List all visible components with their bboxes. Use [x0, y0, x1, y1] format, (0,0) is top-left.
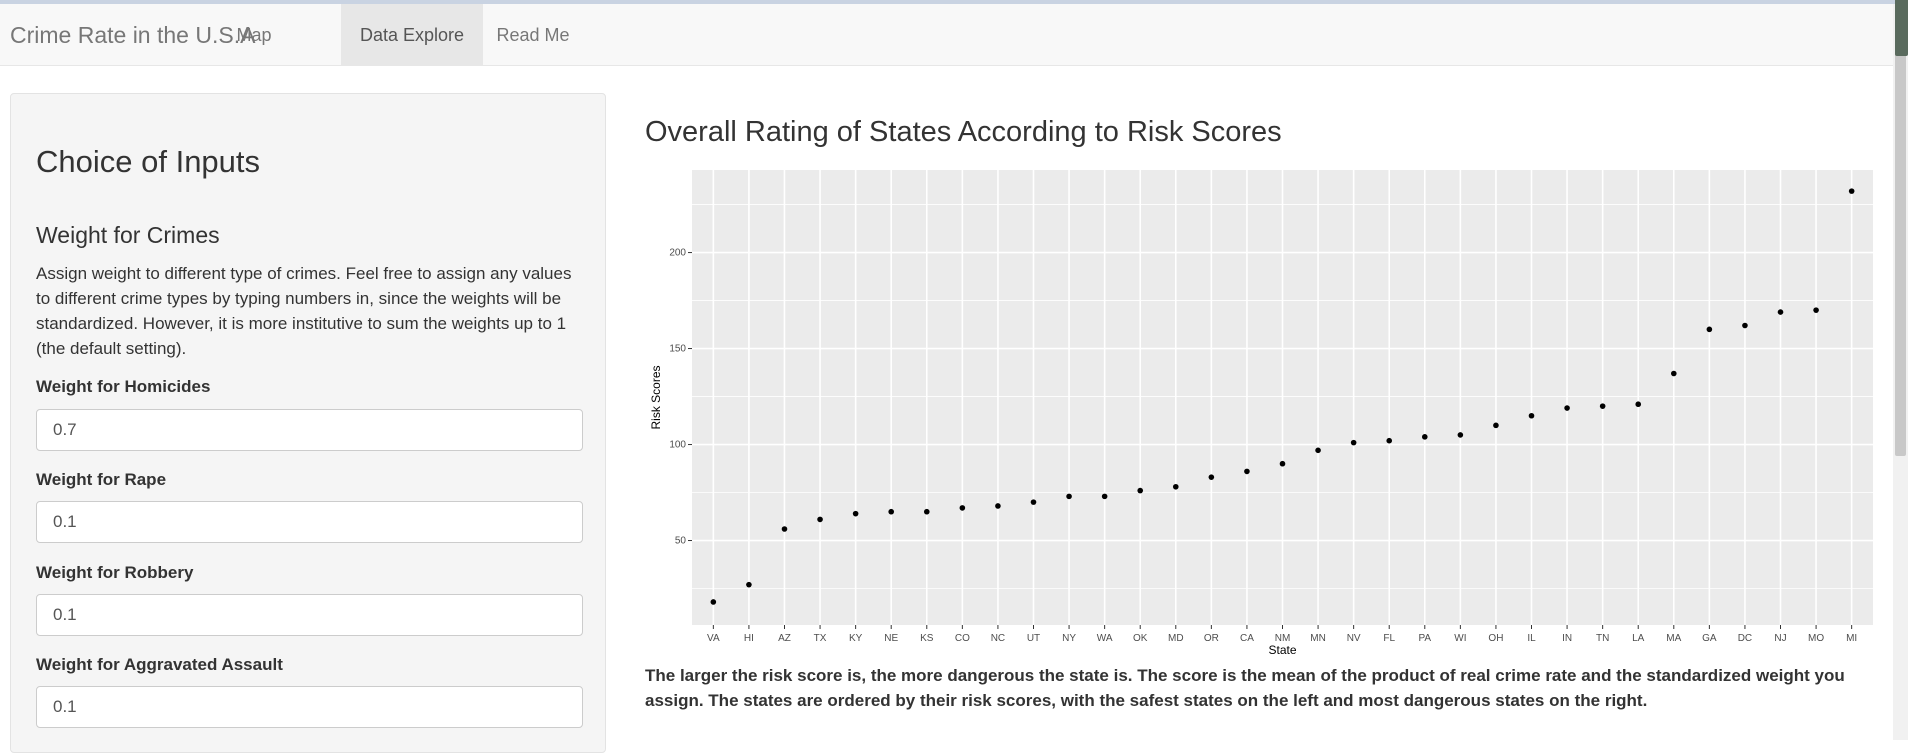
x-tick-label: DC	[1738, 633, 1752, 644]
section-title: Weight for Crimes	[36, 222, 220, 248]
y-tick-label: 150	[669, 344, 686, 355]
assault-weight-label: Weight for Aggravated Assault	[36, 655, 283, 674]
x-tick-label: MI	[1846, 633, 1857, 644]
data-point	[1066, 493, 1072, 500]
data-point	[1208, 474, 1215, 480]
x-tick-label: KS	[920, 633, 934, 644]
chart-explanation: The larger the risk score is, the more d…	[645, 666, 1845, 710]
data-point	[746, 581, 752, 588]
x-tick-label: MO	[1808, 633, 1824, 644]
y-tick-label: 50	[675, 536, 687, 547]
x-tick-label: NE	[884, 633, 898, 644]
x-tick-label: OK	[1133, 633, 1148, 644]
x-tick-label: OH	[1488, 633, 1503, 644]
navbar: Crime Rate in the U.S.A Map Data Explore…	[0, 4, 1908, 66]
weights-description: Assign weight to different type of crime…	[36, 264, 572, 358]
data-point	[1493, 422, 1499, 429]
x-tick-label: CA	[1240, 633, 1254, 644]
x-tick-label: HI	[744, 633, 754, 644]
window-top-border	[0, 0, 1908, 4]
data-point	[1564, 405, 1570, 411]
data-point	[1635, 401, 1642, 408]
y-tick-label: 100	[669, 440, 686, 451]
x-tick-label: FL	[1383, 633, 1395, 644]
rape-weight-label: Weight for Rape	[36, 470, 167, 489]
brand-title[interactable]: Crime Rate in the U.S.A	[10, 22, 256, 48]
x-tick-label: KY	[849, 633, 863, 644]
x-tick-label: UT	[1027, 633, 1040, 644]
data-point	[1528, 412, 1535, 419]
y-axis-label: Risk Scores	[649, 365, 663, 429]
data-point	[781, 526, 788, 532]
data-point	[1030, 499, 1037, 505]
data-point	[1457, 432, 1464, 438]
tab-map[interactable]: Map	[236, 25, 272, 45]
data-point	[1670, 370, 1677, 377]
data-point	[1421, 434, 1428, 440]
data-point	[1279, 460, 1286, 467]
data-point	[1386, 437, 1393, 444]
x-tick-label: NJ	[1774, 633, 1786, 644]
y-tick-label: 200	[669, 248, 686, 259]
data-point	[1742, 322, 1748, 329]
tab-read-me[interactable]: Read Me	[496, 25, 570, 45]
panel-title: Choice of Inputs	[36, 144, 261, 179]
robbery-weight-label: Weight for Robbery	[36, 563, 194, 582]
x-tick-label: WI	[1454, 633, 1466, 644]
data-point	[710, 599, 717, 605]
tab-data-explore[interactable]: Data Explore	[341, 4, 483, 66]
data-point	[923, 508, 930, 515]
data-point	[1315, 447, 1321, 454]
x-axis-label: State	[1268, 643, 1296, 657]
risk-score-chart: 50 100 150 200 VA HI AZ TX KY NE KS CO NC UT NY WA OK MD O…	[649, 170, 1873, 657]
rape-weight-input[interactable]	[36, 501, 583, 543]
scrollbar-thumb[interactable]	[1895, 4, 1906, 456]
inputs-panel: Choice of Inputs Weight for Crimes Assig…	[10, 93, 606, 753]
x-tick-label: PA	[1418, 633, 1431, 644]
x-tick-label: NV	[1347, 633, 1361, 644]
x-tick-label: IN	[1562, 633, 1572, 644]
data-point	[852, 510, 859, 517]
x-tick-label: MD	[1168, 633, 1184, 644]
x-tick-label: NC	[991, 633, 1005, 644]
data-point	[959, 505, 966, 511]
data-point	[1101, 493, 1108, 500]
data-point	[1350, 439, 1357, 446]
x-tick-label: MA	[1666, 633, 1681, 644]
data-point	[1777, 309, 1784, 315]
chart-title: Overall Rating of States According to Ri…	[645, 116, 1282, 148]
homicide-weight-label: Weight for Homicides	[36, 377, 211, 396]
data-point	[1244, 468, 1250, 475]
data-point	[888, 508, 895, 515]
x-tick-label: AZ	[778, 633, 791, 644]
data-point	[1813, 307, 1819, 313]
x-tick-label: VA	[707, 633, 720, 644]
x-tick-label: CO	[955, 633, 970, 644]
x-tick-label: NY	[1062, 633, 1076, 644]
robbery-weight-input[interactable]	[36, 594, 583, 636]
assault-weight-input[interactable]	[36, 686, 583, 728]
x-tick-label: TX	[814, 633, 827, 644]
x-tick-label: NM	[1275, 633, 1291, 644]
data-point	[1599, 403, 1606, 409]
data-point	[1137, 487, 1144, 494]
data-point	[1172, 483, 1179, 490]
x-tick-label: GA	[1702, 633, 1717, 644]
x-tick-label: IL	[1527, 633, 1536, 644]
data-point	[817, 516, 823, 523]
x-tick-label: LA	[1632, 633, 1645, 644]
data-point	[1706, 326, 1713, 333]
scrollbar-up-handle[interactable]	[1895, 0, 1908, 56]
x-tick-label: MN	[1310, 633, 1326, 644]
data-point	[1848, 188, 1855, 194]
x-tick-label: OR	[1204, 633, 1219, 644]
data-point	[995, 503, 1001, 509]
x-tick-label: WA	[1097, 633, 1113, 644]
homicide-weight-input[interactable]	[36, 409, 583, 451]
x-tick-label: TN	[1596, 633, 1609, 644]
